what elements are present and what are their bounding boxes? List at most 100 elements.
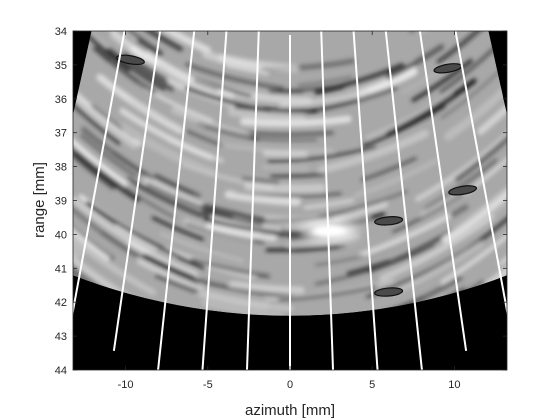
speckle-band	[414, 110, 507, 202]
speckle-band	[261, 165, 309, 170]
speckle-band	[353, 158, 439, 198]
y-tick-label: 36	[55, 94, 67, 106]
speckle-band	[73, 64, 137, 150]
speckle-band	[436, 31, 493, 64]
scan-line	[201, 31, 228, 370]
speckle-band	[441, 184, 507, 244]
y-tick-label: 44	[55, 365, 67, 377]
y-axis-ticks: 34 35 36 37 38 39 40 41 42 43 44	[55, 26, 507, 377]
speckle-band	[418, 31, 476, 34]
speckle-band	[444, 0, 503, 14]
speckle-band	[201, 299, 285, 316]
speckle-band	[476, 96, 507, 136]
speckle-band	[297, 75, 353, 88]
speckle-band	[378, 213, 495, 282]
speckle-band	[241, 177, 280, 185]
speckle-band	[359, 213, 452, 258]
speckle-band	[146, 183, 234, 220]
speckle-band	[439, 31, 507, 94]
speckle-band	[141, 31, 183, 52]
bright-spot-core	[313, 226, 346, 237]
speckle-band	[270, 172, 326, 178]
speckle-band	[440, 189, 507, 285]
speckle-band	[314, 62, 406, 95]
scan-line	[384, 31, 423, 370]
speckle-band	[201, 203, 266, 223]
scan-line	[245, 31, 260, 370]
dark-contour	[116, 54, 145, 66]
speckle-band	[85, 201, 206, 270]
dark-contour	[448, 185, 478, 196]
y-tick-label: 39	[55, 196, 67, 208]
speckle-band	[119, 107, 214, 161]
speckle-band	[129, 44, 235, 99]
dark-contour	[374, 216, 404, 226]
x-tick-label: 5	[369, 379, 375, 391]
y-tick-label: 43	[55, 331, 67, 343]
speckle-band	[116, 31, 212, 54]
speckle-band	[267, 146, 377, 163]
speckle-band	[123, 51, 168, 84]
speckle-band	[295, 244, 346, 253]
speckle-band	[110, 31, 149, 63]
speckle-band	[498, 219, 507, 266]
scan-line	[352, 31, 379, 370]
speckle-band	[269, 91, 304, 95]
scan-lines	[73, 31, 507, 370]
scan-line	[112, 31, 162, 352]
speckle-band	[73, 234, 157, 296]
speckle-band	[332, 202, 388, 221]
speckle-band	[159, 231, 245, 263]
speckle-band	[440, 31, 507, 119]
y-tick-label: 34	[55, 26, 67, 38]
speckle-band	[244, 182, 327, 193]
speckle-band	[106, 47, 167, 91]
y-tick-label: 38	[55, 162, 67, 174]
speckle-band	[224, 190, 301, 206]
speckle-band	[227, 107, 306, 123]
x-tick-label: 0	[287, 379, 293, 391]
speckle-band	[74, 151, 141, 202]
speckle-band	[73, 123, 117, 190]
y-axis-label: range [mm]	[31, 162, 48, 238]
scan-line	[157, 31, 196, 370]
speckle-band	[199, 292, 294, 312]
speckle-band	[303, 198, 355, 210]
dark-contour	[374, 287, 404, 297]
speckle-band	[171, 107, 251, 139]
speckle-band	[409, 31, 482, 33]
y-tick-label: 41	[55, 263, 67, 275]
speckle-band	[314, 254, 365, 267]
speckle-band	[228, 280, 305, 294]
speckle-band	[225, 63, 270, 76]
scan-line	[320, 31, 335, 370]
speckle-band	[361, 157, 417, 182]
scan-line	[418, 31, 468, 352]
x-axis-label: azimuth [mm]	[245, 402, 335, 419]
scan-line	[73, 31, 126, 317]
speckle-band	[385, 44, 445, 80]
speckle-band	[110, 60, 156, 95]
speckle-band	[204, 124, 260, 141]
speckle-band	[81, 126, 154, 181]
speckle-band	[73, 171, 111, 261]
scan-line	[454, 31, 507, 317]
speckle-band	[443, 72, 507, 141]
y-tick-label: 37	[55, 128, 67, 140]
y-tick-label: 40	[55, 229, 67, 241]
y-tick-label: 35	[55, 60, 67, 72]
speckle-band	[153, 173, 195, 196]
speckle-band	[185, 63, 284, 90]
speckle-band	[190, 257, 270, 279]
speckle-band	[240, 115, 352, 127]
x-tick-label: -10	[118, 379, 134, 391]
speckle-band	[362, 104, 446, 148]
x-tick-label: 10	[448, 379, 460, 391]
speckle-band	[184, 86, 272, 113]
speckle-band	[452, 168, 507, 232]
speckle-band	[73, 70, 142, 147]
speckle-band	[454, 101, 507, 182]
speckle-band	[73, 180, 138, 258]
speckle-band	[434, 0, 484, 17]
